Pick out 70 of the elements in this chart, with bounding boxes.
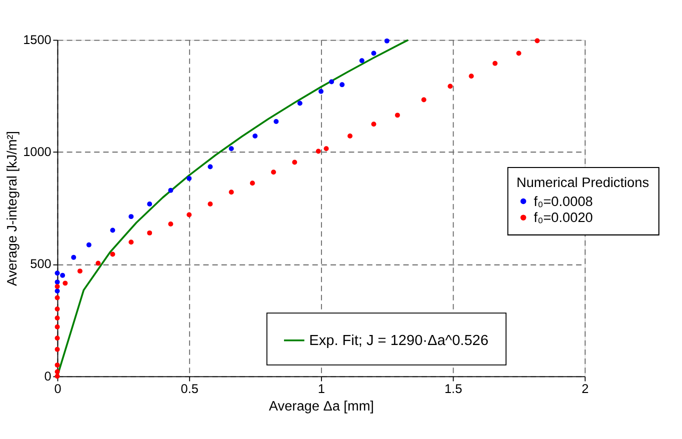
y-tick-label: 1500 — [23, 32, 52, 47]
x-tick-label: 1 — [318, 381, 325, 396]
point — [128, 240, 134, 245]
point — [54, 295, 60, 300]
x-axis-title: Average Δa [mm] — [268, 398, 374, 414]
point — [468, 74, 474, 79]
point — [324, 146, 329, 152]
point — [86, 242, 92, 248]
legend-label: f₀=0.0008 — [534, 194, 593, 209]
y-tick-label: 1000 — [23, 144, 52, 160]
legend-title: Numerical Predictions — [516, 175, 650, 190]
point — [54, 324, 60, 330]
point — [492, 60, 498, 66]
point — [128, 214, 134, 220]
point — [318, 88, 324, 94]
point — [147, 230, 152, 236]
point — [252, 134, 258, 139]
point — [54, 306, 60, 312]
point — [54, 362, 60, 368]
legend-label: Exp. Fit; J = 1290·Δa^0.526 — [309, 332, 488, 349]
point — [340, 82, 345, 88]
point — [348, 134, 352, 139]
point — [329, 79, 334, 84]
legend-label: f₀=0.0020 — [534, 210, 594, 226]
point — [96, 260, 101, 266]
x-tick-label: 1.5 — [444, 381, 462, 396]
point — [54, 336, 60, 341]
point — [168, 221, 174, 226]
point — [394, 112, 400, 118]
point — [110, 228, 116, 233]
point — [274, 118, 279, 124]
point — [250, 180, 255, 186]
point — [271, 170, 276, 175]
y-axis-title: Average J-integral [kJ/m²] — [4, 131, 20, 286]
point — [316, 148, 321, 154]
point — [54, 315, 60, 320]
point — [54, 284, 60, 290]
point — [371, 122, 376, 127]
point — [54, 270, 60, 276]
point — [186, 176, 192, 181]
y-tick-label: 500 — [30, 256, 52, 272]
point — [168, 188, 174, 193]
point — [384, 38, 390, 44]
point — [54, 369, 60, 374]
point — [297, 100, 302, 106]
x-tick-label: 0 — [54, 381, 62, 396]
point — [516, 50, 522, 56]
point — [292, 160, 298, 165]
point — [421, 97, 426, 102]
y-tick-label: 0 — [44, 368, 52, 384]
point — [228, 190, 234, 195]
point — [62, 280, 68, 286]
point — [371, 50, 376, 56]
x-tick-label: 0.5 — [180, 381, 198, 396]
point — [60, 272, 66, 278]
point — [359, 58, 364, 64]
point — [54, 346, 60, 352]
point — [208, 202, 213, 206]
point — [147, 202, 152, 206]
point — [54, 280, 60, 285]
point — [186, 212, 192, 218]
point — [208, 164, 213, 170]
x-tick-label: 2 — [582, 381, 589, 396]
point — [71, 254, 76, 260]
point — [448, 84, 453, 89]
point — [77, 268, 82, 274]
point — [54, 288, 60, 294]
point — [534, 38, 540, 44]
point — [110, 252, 116, 257]
point — [228, 146, 234, 152]
